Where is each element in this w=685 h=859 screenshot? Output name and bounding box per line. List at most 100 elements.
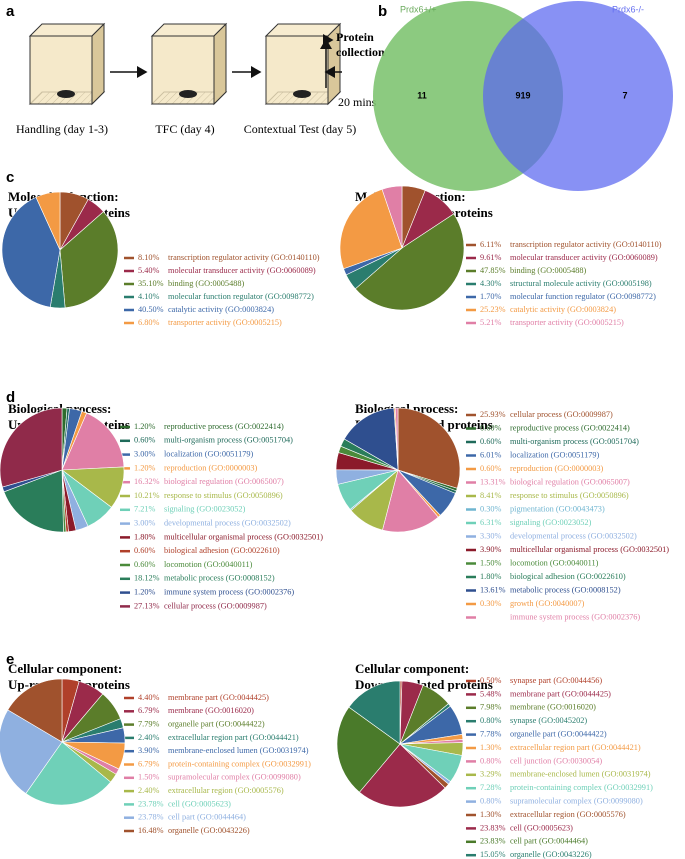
mouse [57,90,75,98]
legend-label: multicellular organismal process (GO:003… [164,532,323,541]
legend-value: 4.30% [480,279,502,288]
legend-label: synapse part (GO:0044456) [510,676,602,685]
legend-value: 8.41% [480,491,502,500]
legend-value: 6.79% [138,706,160,715]
legend-label: multi-organism process (GO:0051704) [510,437,639,446]
legend-label: transcription regulator activity (GO:014… [168,253,320,262]
legend-label: biological adhesion (GO:0022610) [510,572,626,581]
end-time: 20 mins [338,95,377,109]
legend-value: 25.93% [480,410,506,419]
pie-slice [395,407,399,471]
legend-label: reproduction (GO:0000003) [164,463,258,472]
legend-value: 3.29% [480,770,502,779]
legend-value: 0.50% [480,676,502,685]
mouse [179,90,197,98]
legend-label: biological regulation (GO:0065007) [164,477,284,486]
legend-label: membrane (GO:0016020) [510,703,596,712]
step-label: Contextual Test (day 5) [244,122,357,136]
chart-title: Cellular component: [8,661,122,676]
legend-value: 23.78% [138,799,164,808]
legend-label: cell part (GO:0044464) [168,813,246,822]
legend-label: membrane-enclosed lumen (GO:0031974) [510,770,651,779]
pie-slice [35,191,61,251]
legend-value: 18.12% [134,574,160,583]
legend-value: 3.30% [480,531,502,540]
legend-label: extracellular region part (GO:0044421) [168,733,299,742]
legend-value: 47.85% [480,266,506,275]
legend-value: 3.90% [480,545,502,554]
legend-label: cell junction (GO:0030054) [510,756,602,765]
pie-slice [382,469,439,533]
panel-label: c [6,169,14,186]
legend-label: transcription regulator activity (GO:014… [510,240,662,249]
legend-value: 10.21% [134,491,160,500]
pie-slice [381,185,403,249]
pie-slice [3,469,64,533]
pie-slice [336,706,401,793]
set-label: Prdx6-/- [612,4,644,14]
legend-label: supramolecular complex (GO:0099080) [168,773,301,782]
legend-label: catalytic activity (GO:0003824) [168,305,274,314]
legend-label: organelle (GO:0043226) [168,826,250,835]
legend-value: 0.60% [134,436,156,445]
legend-label: multi-organism process (GO:0051704) [164,436,293,445]
legend-value: 25.23% [480,305,506,314]
set-label: Prdx6+/+ [400,4,437,14]
cube-top [28,23,106,37]
legend-value: 4.10% [138,292,160,301]
pie-slice [7,678,63,743]
legend-label: immune system process (GO:0002376) [510,612,640,621]
legend-label: structural molecule activity (GO:0005198… [510,279,652,288]
legend-label: transporter activity (GO:0005215) [168,318,282,327]
cube-side [213,22,227,106]
legend-value: 1.20% [134,588,156,597]
legend-value: 0.30% [480,504,502,513]
legend-value: 1.80% [480,572,502,581]
end-title: Protein [336,30,374,44]
legend-value: 1.80% [134,532,156,541]
legend-label: organelle part (GO:0044422) [168,720,265,729]
legend-label: cell (GO:0005623) [510,823,573,832]
panel-label: b [378,3,387,20]
legend-value: 6.79% [138,759,160,768]
count: 919 [515,90,530,100]
legend-label: signaling (GO:0023052) [164,505,246,514]
legend-label: synapse (GO:0045202) [510,716,587,725]
legend-label: organelle (GO:0043226) [510,850,592,859]
legend-value: 2.40% [138,786,160,795]
legend-label: locomotion (GO:0040011) [510,558,599,567]
cube-top [150,23,228,37]
pie-slice [61,412,125,471]
legend-label: molecular function regulator (GO:0098772… [168,292,314,301]
step-label: TFC (day 4) [155,122,214,136]
legend-value: 7.98% [480,703,502,712]
legend-label: reproduction (GO:0000003) [510,464,604,473]
legend-label: immune system process (GO:0002376) [164,588,294,597]
legend-value: 5.21% [480,318,502,327]
legend-label: extracellular region (GO:0005576) [168,786,284,795]
legend-value: 0.80% [480,756,502,765]
legend-label: cell (GO:0005623) [168,799,231,808]
legend-value: 0.80% [480,797,502,806]
pie-slice [354,213,465,311]
legend-value: 1.50% [138,773,160,782]
legend-value: 3.00% [134,450,156,459]
legend-value: 16.32% [134,477,160,486]
legend-label: extracellular region (GO:0005576) [510,810,626,819]
panel-label: d [6,389,15,406]
legend-label: cell part (GO:0044464) [510,837,588,846]
legend-label: response to stimulus (GO:0050896) [164,491,283,500]
pie-slice [1,196,61,308]
legend-value: 1.30% [480,743,502,752]
legend-value: 23.83% [480,837,506,846]
mouse [293,90,311,98]
legend-label: molecular transducer activity (GO:006008… [168,266,316,275]
legend-value: 9.61% [480,253,502,262]
legend-value: 6.80% [138,318,160,327]
legend-label: localization (GO:0051179) [510,450,600,459]
legend-value: 1.20% [134,422,156,431]
legend-value: 0.80% [480,716,502,725]
protocol-diagram [28,22,342,106]
legend-label: binding (GO:0005488) [168,279,245,288]
legend-value: 23.83% [480,823,506,832]
